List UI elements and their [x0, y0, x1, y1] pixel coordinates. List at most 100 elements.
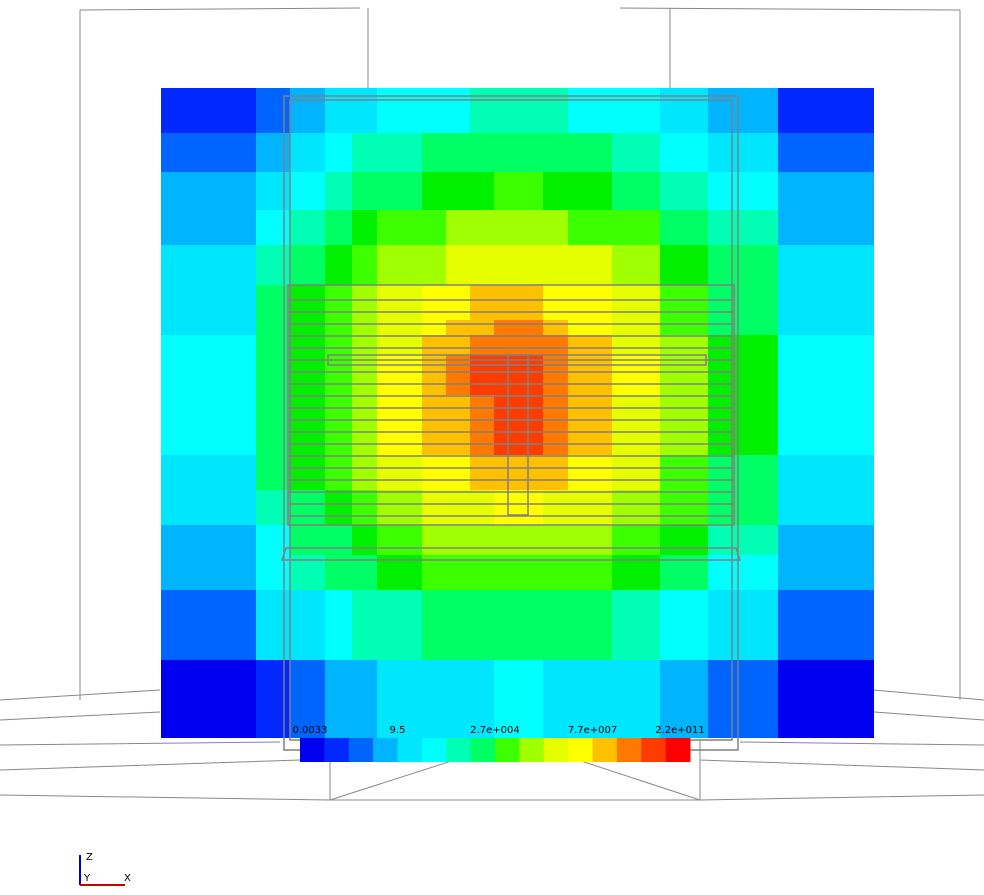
mesh-cell [660, 133, 708, 172]
mesh-cell [325, 490, 352, 525]
mesh-cell [377, 355, 422, 395]
mesh-cell [543, 455, 568, 490]
mesh-cell [708, 525, 778, 555]
mesh-cell [352, 320, 377, 335]
mesh-cell [519, 88, 543, 133]
mesh-cell [612, 590, 660, 660]
field-mesh [161, 88, 874, 738]
mesh-cell [446, 335, 470, 355]
mesh-cell [778, 172, 874, 210]
mesh-cell [612, 355, 660, 395]
colorbar-label: 0.0033 [293, 725, 328, 736]
mesh-cell [708, 555, 778, 590]
mesh-cell [778, 660, 874, 738]
mesh-cell [352, 355, 377, 395]
colorbar-swatch [641, 738, 667, 762]
mesh-cell [470, 210, 494, 245]
mesh-cell [352, 525, 377, 555]
colorbar-swatch [421, 738, 447, 762]
colorbar-swatch [495, 738, 520, 762]
mesh-cell [494, 490, 519, 525]
mesh-cell [470, 525, 494, 555]
mesh-cell [494, 455, 519, 490]
mesh-cell [422, 395, 446, 455]
mesh-cell [519, 490, 543, 525]
mesh-cell [660, 335, 708, 355]
mesh-cell [543, 525, 568, 555]
mesh-cell [446, 320, 470, 335]
mesh-cell [377, 245, 422, 285]
mesh-cell [325, 555, 352, 590]
mesh-cell [422, 555, 446, 590]
mesh-cell [446, 285, 470, 320]
mesh-cell [290, 555, 325, 590]
mesh-cell [352, 88, 377, 133]
mesh-cell [290, 133, 325, 172]
mesh-cell [470, 660, 494, 738]
mesh-cell [161, 285, 256, 320]
mesh-cell [256, 88, 290, 133]
mesh-cell [494, 335, 519, 355]
mesh-cell [422, 355, 446, 395]
mesh-cell [161, 245, 256, 285]
mesh-cell [446, 88, 470, 133]
axes-triad: Z Y X [79, 852, 131, 886]
mesh-cell [543, 133, 568, 172]
mesh-cell [470, 490, 494, 525]
mesh-cell [352, 245, 377, 285]
mesh-cell [325, 335, 352, 355]
colorbar: 0.0033 9.5 2.7e+004 7.7e+007 2.2e+011 [293, 725, 705, 762]
mesh-cell [161, 490, 256, 525]
mesh-cell [256, 210, 290, 245]
mesh-cell [612, 555, 660, 590]
colorbar-label: 2.7e+004 [470, 725, 520, 736]
mesh-cell [778, 133, 874, 172]
mesh-cell [256, 245, 290, 285]
mesh-cell [377, 490, 422, 525]
colorbar-swatch [324, 738, 350, 762]
mesh-cell [470, 245, 494, 285]
mesh-cell [778, 455, 874, 490]
mesh-cell [660, 245, 708, 285]
mesh-cell [446, 555, 470, 590]
mesh-cell [494, 88, 519, 133]
mesh-cell [778, 525, 874, 555]
mesh-cell [519, 455, 543, 490]
mesh-cell [568, 590, 612, 660]
mesh-cell [494, 245, 519, 285]
mesh-cell [377, 590, 422, 660]
mesh-cell [352, 590, 377, 660]
mesh-cell [568, 172, 612, 210]
mesh-cell [377, 172, 422, 210]
mesh-cell [290, 525, 325, 555]
mesh-cell [778, 355, 874, 395]
mesh-cell [778, 245, 874, 285]
outer-wireframe [0, 7, 984, 801]
mesh-cell [519, 660, 543, 738]
mesh-cell [422, 285, 446, 320]
mesh-cell [778, 555, 874, 590]
mesh-cell [778, 590, 874, 660]
mesh-cell [161, 660, 256, 738]
mesh-cell [612, 660, 660, 738]
mesh-cell [612, 245, 660, 285]
mesh-cell [708, 590, 778, 660]
mesh-cell [161, 525, 256, 555]
mesh-cell [778, 88, 874, 133]
mesh-cell [494, 355, 519, 395]
mesh-cell [778, 210, 874, 245]
mesh-cell [568, 395, 612, 455]
plates [288, 299, 734, 517]
mesh-cell [708, 88, 778, 133]
mesh-cell [377, 555, 422, 590]
mesh-cell [519, 172, 543, 210]
mesh-cell [519, 525, 543, 555]
mesh-cell [256, 395, 290, 455]
mesh-cell [290, 172, 325, 210]
mesh-cell [543, 210, 568, 245]
mesh-cell [708, 210, 778, 245]
mesh-cell [612, 133, 660, 172]
mesh-cell [256, 490, 290, 525]
mesh-cell [519, 335, 543, 355]
mesh-cell [660, 320, 708, 335]
